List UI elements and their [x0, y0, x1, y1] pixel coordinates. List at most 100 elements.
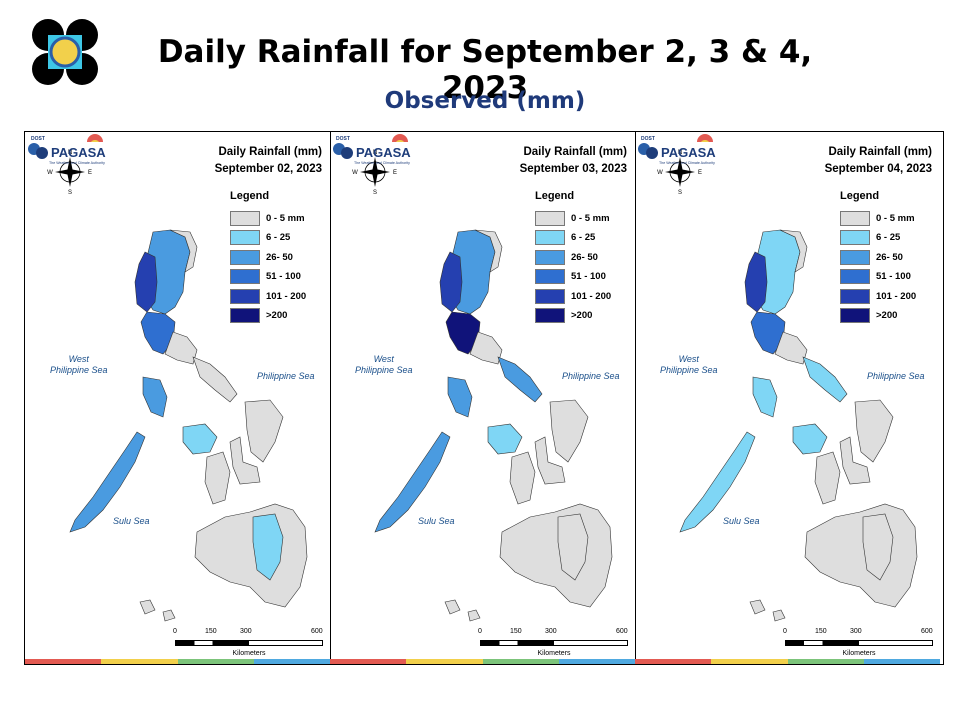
philippines-map: N S W E	[47, 150, 308, 622]
philippines-map: N S W E	[657, 150, 918, 622]
region-bicol	[497, 356, 543, 403]
panel-date: September 02, 2023	[214, 163, 322, 175]
legend-title: Legend	[840, 190, 880, 202]
page-title: Daily Rainfall for September 2, 3 & 4, 2…	[157, 34, 813, 106]
legend-item: >200	[230, 308, 325, 323]
region-bicol	[192, 356, 238, 403]
compass-s: S	[678, 190, 682, 196]
strip-segment	[253, 659, 330, 664]
strip-segment	[635, 659, 712, 664]
strip-segment	[330, 659, 407, 664]
compass-rose-icon	[665, 157, 695, 187]
strip-segment	[863, 659, 940, 664]
legend-label: 6 - 25	[571, 232, 596, 243]
legend-swatch	[535, 230, 565, 245]
legend-label: 101 - 200	[266, 290, 307, 302]
legend-label: >200	[876, 310, 898, 321]
region-central-luzon	[445, 311, 481, 355]
panel-heading: Daily Rainfall (mm)	[828, 146, 932, 158]
pagasa-logo: DOST PAGASA The Weather and Climate Auth…	[333, 134, 411, 165]
region-mindoro	[447, 376, 473, 418]
compass-rose-icon	[360, 157, 390, 187]
legend-swatch	[230, 308, 260, 323]
strip-segment	[177, 659, 254, 664]
rainfall-map-panel: N S W E Daily Rainfall (mm) September 02…	[25, 132, 331, 664]
region-cebu-bohol	[534, 436, 566, 485]
region-mindanao-center	[862, 513, 894, 581]
region-cagayan	[474, 229, 503, 273]
scale-unit: Kilometers	[842, 650, 876, 657]
scale-tick: 300	[850, 628, 862, 635]
legend-label: 26- 50	[571, 251, 598, 263]
legend-swatch	[840, 210, 870, 226]
rainfall-map-panel: N S W E Daily Rainfall (mm) September 04…	[635, 132, 940, 664]
compass-s: S	[68, 190, 72, 196]
legend-item: 101 - 200	[230, 288, 325, 304]
legend-item: >200	[840, 308, 935, 323]
legend-item: 101 - 200	[535, 288, 630, 304]
region-negros	[204, 451, 231, 505]
panel-title: Daily Rainfall (mm) September 02, 2023	[215, 144, 322, 178]
region-panay	[792, 423, 828, 455]
dost-label: DOST	[641, 136, 655, 142]
color-strip	[330, 659, 635, 664]
legend-swatch	[535, 308, 565, 323]
pagasa-name: PAGASA	[661, 145, 716, 160]
legend-label: 26- 50	[876, 251, 903, 263]
compass-w: W	[352, 170, 358, 176]
region-samar-leyte	[244, 399, 284, 463]
sea-label-sulu: Sulu Sea	[418, 516, 455, 526]
region-sulu-islands	[444, 599, 481, 622]
sea-label-sulu: Sulu Sea	[113, 516, 150, 526]
legend-item: 0 - 5 mm	[840, 210, 935, 226]
region-cagayan	[779, 229, 808, 273]
region-mindanao-center	[252, 513, 284, 581]
sea-label-east: Philippine Sea	[867, 371, 925, 381]
region-sulu-islands	[749, 599, 786, 622]
compass-w: W	[47, 170, 53, 176]
legend-swatch	[840, 308, 870, 323]
legend-swatch	[230, 249, 260, 265]
color-strip	[635, 659, 940, 664]
legend-label: 26- 50	[266, 251, 293, 263]
scale-graphic	[785, 640, 933, 646]
legend-item: 6 - 25	[840, 230, 935, 245]
pagasa-tagline: The Weather and Climate Authority	[659, 161, 715, 165]
panel-heading: Daily Rainfall (mm)	[523, 146, 627, 158]
region-panay	[182, 423, 218, 455]
scale-graphic	[480, 640, 628, 646]
legend-item: 26- 50	[230, 249, 325, 265]
region-negros	[509, 451, 536, 505]
legend-swatch	[230, 230, 260, 245]
panel-date: September 04, 2023	[824, 163, 932, 175]
pagasa-tagline: The Weather and Climate Authority	[354, 161, 410, 165]
region-cagayan	[169, 229, 198, 273]
compass-e: E	[88, 170, 92, 176]
legend-swatch	[535, 249, 565, 265]
legend-label: >200	[571, 310, 593, 321]
legend-item: 51 - 100	[840, 269, 935, 284]
compass-e: E	[698, 170, 702, 176]
region-samar-leyte	[549, 399, 589, 463]
legend-item: 26- 50	[535, 249, 630, 265]
region-sulu-islands	[139, 599, 176, 622]
region-mindanao-center	[557, 513, 589, 581]
legend-label: 0 - 5 mm	[266, 212, 305, 224]
region-south-luzon	[164, 331, 198, 365]
region-mindoro	[752, 376, 778, 418]
compass-s: S	[373, 190, 377, 196]
legend-swatch	[535, 269, 565, 284]
map-legend: Legend 0 - 5 mm 6 - 25 26- 50 51 - 100 1…	[840, 190, 935, 328]
region-south-luzon	[774, 331, 808, 365]
region-mindanao	[499, 503, 613, 608]
legend-title: Legend	[535, 190, 575, 202]
legend-label: 0 - 5 mm	[571, 212, 610, 224]
legend-item: 51 - 100	[230, 269, 325, 284]
strip-segment	[101, 659, 178, 664]
legend-label: 51 - 100	[571, 271, 606, 282]
legend-swatch	[230, 210, 260, 226]
pagasa-name: PAGASA	[51, 145, 106, 160]
scale-unit: Kilometers	[232, 650, 266, 657]
strip-segment	[558, 659, 635, 664]
scale-tick: 300	[240, 628, 252, 635]
